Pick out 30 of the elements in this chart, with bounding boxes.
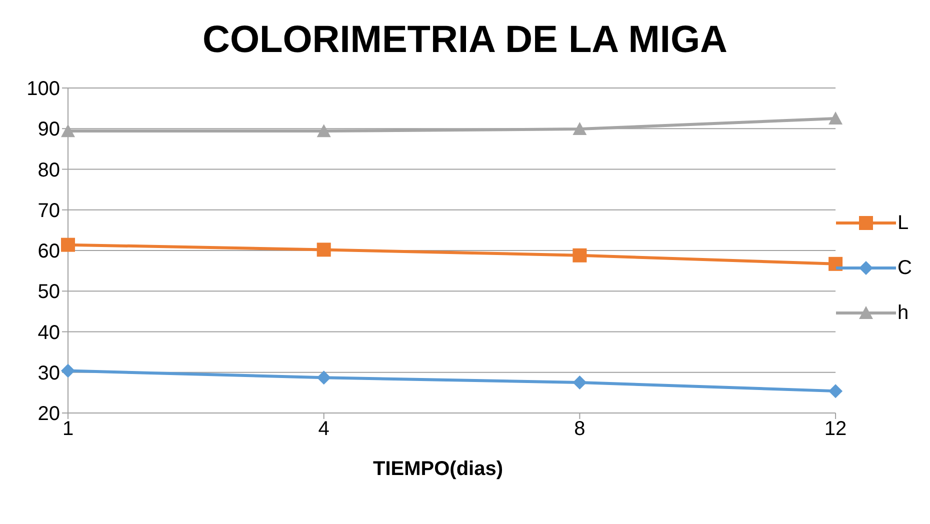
point xyxy=(828,256,843,271)
point xyxy=(316,242,331,257)
legend-label: C xyxy=(898,256,912,280)
point xyxy=(572,376,587,390)
point xyxy=(572,248,587,262)
point xyxy=(828,384,843,398)
legend-label: h xyxy=(898,302,909,324)
point xyxy=(61,124,75,138)
y-tick-label: 20 xyxy=(38,403,60,426)
point xyxy=(61,238,75,252)
x-tick-label: 4 xyxy=(318,418,330,440)
point xyxy=(316,124,331,138)
y-tick-label: 30 xyxy=(38,362,60,384)
y-tick-label: 50 xyxy=(38,281,60,304)
point xyxy=(828,111,843,124)
x-axis-title: TIEMPO(dias) xyxy=(372,458,504,481)
x-tick-label: 12 xyxy=(824,418,847,440)
y-tick-label: 90 xyxy=(38,118,60,141)
chart-title: COLORIMETRIA DE LA MIGA xyxy=(202,18,728,63)
y-tick-label: 100 xyxy=(26,78,60,100)
y-tick-label: 60 xyxy=(38,240,60,263)
point xyxy=(61,364,75,378)
y-tick-label: 70 xyxy=(38,200,60,222)
y-tick-label: 40 xyxy=(38,322,60,344)
point xyxy=(316,370,331,385)
legend-label: L xyxy=(898,212,909,234)
x-tick-label: 1 xyxy=(62,418,74,440)
x-tick-label: 8 xyxy=(574,418,586,440)
point xyxy=(572,122,587,136)
y-tick-label: 80 xyxy=(38,159,60,182)
